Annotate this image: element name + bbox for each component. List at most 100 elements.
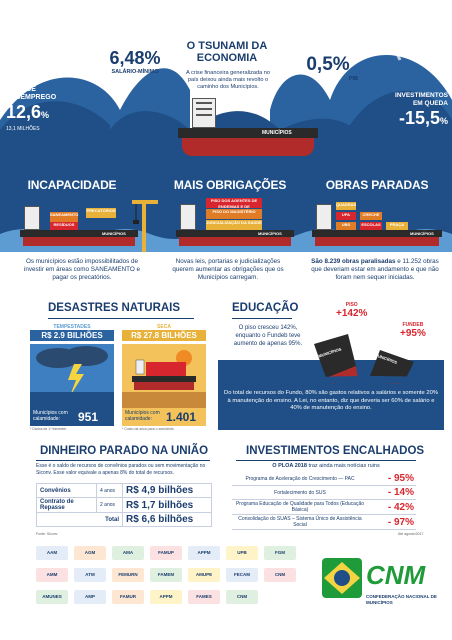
logo-famur: FAMUR — [112, 590, 144, 604]
container-upa: UPA — [336, 212, 356, 220]
investimentos-intro-rest: traz ainda mais notícias ruins — [308, 463, 380, 469]
table-row: Contrato de Repasse 2 anos R$ 1,7 bilhõe… — [36, 497, 212, 513]
panel-title-obrigacoes: MAIS OBRIGAÇÕES — [173, 178, 287, 192]
investimentos-unit: % — [439, 116, 448, 126]
educacao-underline — [232, 318, 292, 319]
desemprego-note: 13,1 MILHÕES — [6, 126, 40, 132]
desastres-title: DESASTRES NATURAIS — [48, 302, 181, 314]
investimentos-underline — [236, 460, 416, 461]
panel-title-incapacidade: INCAPACIDADE — [27, 178, 117, 192]
hero-title-line1: O TSUNAMI DA — [186, 40, 268, 52]
logo-cnm-small-2: CNM — [226, 590, 258, 604]
pib-label: PIB — [348, 76, 358, 82]
tempestades-block: TEMPESTADES R$ 2.9 BILHÕES — [30, 324, 114, 341]
caption-obrigacoes: Novas leis, portarias e judicializações … — [172, 258, 284, 281]
caption-obras: São 8.239 obras paralisadas e 11.252 obr… — [310, 258, 440, 282]
logo-amm: AMM — [36, 568, 68, 582]
fundeb-label: FUNDEB — [402, 322, 424, 328]
dinheiro-underline — [36, 460, 210, 461]
logo-fames: FAMES — [188, 590, 220, 604]
dinheiro-row-label: Convênios — [36, 483, 97, 498]
logo-aam: AAM — [36, 546, 68, 560]
tempestades-count: 951 — [78, 410, 99, 424]
investimentos-row-label: Programa de Aceleração do Crescimento — … — [232, 472, 368, 486]
investimentos-note: Até agosto/2017. — [398, 532, 425, 536]
logo-appm: APPM — [188, 546, 220, 560]
fundeb-stat: FUNDEB +95% — [400, 322, 426, 339]
table-row: Convênios 4 anos R$ 4,9 bilhões — [36, 483, 212, 498]
seca-note: * Custo da seca para o semiárido — [122, 427, 174, 431]
hero-title: O TSUNAMI DA ECONOMIA — [178, 40, 276, 64]
piso-label: PISO — [345, 302, 358, 308]
desemprego-unit: % — [41, 110, 50, 120]
desemprego-label2: DESEMPREGO — [6, 94, 57, 101]
container-praca: PRAÇA — [386, 222, 408, 230]
logo-amupe: AMUPE — [188, 568, 220, 582]
logo-famem: FAMEM — [150, 568, 182, 582]
container-piso-magisterio: PISO DO MAGISTÉRIO — [206, 209, 262, 219]
table-row: Total R$ 6,6 bilhões — [36, 512, 212, 527]
investimentos-label1: INVESTIMENTOS — [395, 92, 448, 99]
salario-stat: 6,48% SALÁRIO-MÍNIMO — [95, 48, 175, 75]
investimentos-row-value: - 95% — [368, 472, 416, 486]
dinheiro-total-value: R$ 6,6 bilhões — [122, 512, 212, 527]
panel1-ship: SANEAMENTO PRECATÓRIOS RESÍDUOS MUNICÍPI… — [20, 200, 140, 250]
seca-value: R$ 27.8 BILHÕES — [122, 330, 206, 341]
dinheiro-total-label: Total — [36, 512, 123, 527]
dinheiro-row-value: R$ 1,7 bilhões — [122, 497, 212, 513]
investimentos-row-label: Fortalecimento do SUS — [232, 485, 368, 500]
dinheiro-row-label: Contrato de Repasse — [36, 497, 97, 513]
dinheiro-intro: Esse é o saldo de recursos de convênios … — [36, 463, 206, 476]
tempestades-value: R$ 2.9 BILHÕES — [30, 330, 114, 341]
drought-illustration — [122, 344, 206, 408]
tempestades-muni: Municípios com calamidade: 951 — [30, 408, 114, 426]
dinheiro-table: Convênios 4 anos R$ 4,9 bilhões Contrato… — [36, 483, 212, 527]
educacao-title: EDUCAÇÃO — [232, 302, 299, 314]
investimentos-title: INVESTIMENTOS ENCALHADOS — [246, 445, 425, 457]
container-quadras: QUADRAS — [336, 202, 356, 210]
caption-incapacidade: Os municípios estão impossibilitados de … — [23, 258, 141, 281]
container-creche: CRECHE — [360, 212, 382, 220]
educacao-text: O piso cresceu 142%, enquanto o Fundeb t… — [233, 325, 303, 347]
storm-illustration — [30, 344, 114, 408]
pib-value: 0,5% — [306, 54, 350, 75]
member-logos: AAM AGM AMA FAMUP APPM UPB FGM AMM ATM F… — [36, 542, 316, 638]
container-judicializacao: JUDICIALIZAÇÃO DA SAÚDE — [206, 220, 262, 230]
investimentos-row-value: - 14% — [368, 485, 416, 500]
desastres-underline — [48, 318, 194, 319]
hero-ship-label: MUNICÍPIOS — [262, 130, 292, 136]
seca-muni-label: Municípios com calamidade: — [125, 410, 160, 422]
logo-agm: AGM — [74, 546, 106, 560]
panel2-ship-label: MUNICÍPIOS — [258, 231, 282, 236]
logo-ama: AMA — [112, 546, 144, 560]
dinheiro-row-years: 4 anos — [96, 483, 123, 498]
investimentos-row-value: - 42% — [368, 499, 416, 515]
table-row: Programa de Aceleração do Crescimento — … — [232, 472, 416, 486]
investimentos-stat: INVESTIMENTOS EM QUEDA -15,5% — [372, 92, 448, 132]
investimentos-table: Programa de Aceleração do Crescimento — … — [232, 472, 416, 530]
caption-obras-bold: São 8.239 obras paralisadas — [311, 258, 396, 265]
brazil-flag-icon — [322, 558, 362, 598]
hero-subtitle: A crise financeira generalizada no país … — [186, 70, 270, 90]
tsunami-wave-illustration — [0, 37, 452, 178]
panel-title-obras: OBRAS PARADAS — [325, 178, 429, 192]
container-precatorios: PRECATÓRIOS — [86, 208, 116, 218]
seca-count: 1.401 — [166, 410, 197, 424]
panel1-ship-label: MUNICÍPIOS — [102, 231, 126, 236]
investimentos-intro-bold: O PLOA 2018 — [272, 463, 307, 469]
tempestades-muni-label: Municípios com calamidade: — [33, 410, 68, 422]
investimentos-intro: O PLOA 2018 traz ainda mais notícias rui… — [236, 463, 416, 469]
dinheiro-row-years: 2 anos — [96, 497, 123, 513]
logo-famup: FAMUP — [150, 546, 182, 560]
seca-block: SECA R$ 27.8 BILHÕES — [122, 324, 206, 341]
logo-atm: ATM — [74, 568, 106, 582]
caption-obras-rest: e 11.252 obras que deveriam estar em and… — [311, 258, 439, 281]
container-escolas: ESCOLAS — [360, 222, 382, 230]
table-row: Fortalecimento do SUS - 14% — [232, 485, 416, 500]
container-ubs: UBS — [336, 222, 356, 230]
educacao-bottom-text: Do total de recursos do Fundo, 80% são g… — [224, 390, 438, 411]
desemprego-value: 12,6 — [6, 102, 42, 122]
panel2-ship: PISO DOS AGENTES DE ENDEMIAS E DE COMUNI… — [176, 196, 296, 250]
hero-title-line2: ECONOMIA — [196, 52, 258, 64]
logo-femurn: FEMURN — [112, 568, 144, 582]
